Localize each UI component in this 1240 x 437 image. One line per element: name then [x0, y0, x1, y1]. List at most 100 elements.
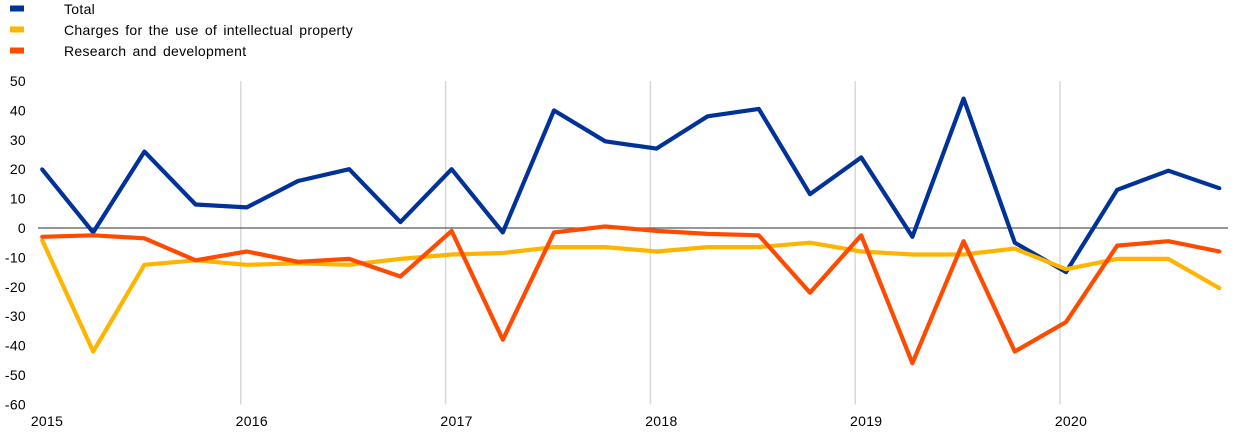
data-point-research-and-development — [398, 274, 403, 279]
data-point-charges-for-the-use-of-intellectual-property — [501, 251, 505, 255]
data-point-research-and-development — [91, 233, 95, 238]
y-tick-label-minus-40: -40 — [5, 338, 26, 354]
y-tick-label-minus-30: -30 — [5, 308, 26, 324]
y-tick-label-minus-60: -60 — [5, 396, 26, 412]
data-point-total — [40, 167, 44, 171]
series-line-total — [40, 96, 1221, 275]
data-point-charges-for-the-use-of-intellectual-property — [40, 238, 44, 242]
legend-label-charges-for-the-use-of-intellectual-property: Charges for the use of intellectual prop… — [64, 22, 353, 38]
data-point-charges-for-the-use-of-intellectual-property — [552, 245, 556, 249]
data-point-charges-for-the-use-of-intellectual-property — [347, 263, 352, 267]
data-point-research-and-development — [961, 239, 966, 243]
data-point-total — [193, 202, 198, 207]
gridlines — [240, 81, 1061, 405]
legend-item-total: Total — [10, 1, 95, 17]
y-tick-label-10: 10 — [10, 191, 26, 207]
data-point-charges-for-the-use-of-intellectual-property — [1217, 286, 1222, 291]
legend-label-research-and-development: Research and development — [64, 43, 246, 59]
data-point-research-and-development — [40, 235, 44, 239]
data-point-charges-for-the-use-of-intellectual-property — [808, 240, 812, 245]
y-tick-label-30: 30 — [10, 132, 26, 148]
data-point-charges-for-the-use-of-intellectual-property — [654, 249, 659, 254]
data-point-total — [449, 167, 454, 171]
data-point-charges-for-the-use-of-intellectual-property — [1166, 257, 1171, 261]
y-tick-label-40: 40 — [10, 102, 26, 118]
legend-label-total: Total — [64, 1, 95, 17]
y-tick-label-0: 0 — [18, 220, 26, 236]
x-tick-label-2016: 2016 — [236, 413, 268, 429]
data-point-research-and-development — [552, 230, 556, 235]
data-point-total — [654, 146, 659, 151]
y-axis: 50 40 30 20 10 0 -10 -20 -30 -40 -50 -60 — [5, 73, 1228, 412]
data-point-total — [705, 114, 710, 119]
plot-area — [40, 96, 1222, 366]
data-point-total — [552, 108, 556, 113]
data-point-total — [501, 230, 505, 235]
x-tick-label-2017: 2017 — [440, 413, 472, 429]
data-point-research-and-development — [757, 233, 761, 238]
data-point-research-and-development — [1166, 239, 1171, 243]
data-point-research-and-development — [193, 258, 198, 263]
series-total — [40, 96, 1222, 275]
y-tick-label-20: 20 — [10, 161, 26, 177]
x-tick-label-2019: 2019 — [850, 413, 882, 429]
x-tick-label-2020: 2020 — [1055, 413, 1087, 429]
data-point-charges-for-the-use-of-intellectual-property — [1064, 267, 1068, 272]
y-tick-label-minus-20: -20 — [5, 279, 26, 295]
data-point-research-and-development — [1217, 249, 1222, 254]
data-point-research-and-development — [347, 257, 352, 261]
data-point-research-and-development — [705, 232, 710, 236]
data-point-charges-for-the-use-of-intellectual-property — [245, 263, 249, 267]
y-tick-label-50: 50 — [10, 73, 26, 89]
data-point-research-and-development — [603, 224, 607, 229]
y-tick-label-minus-10: -10 — [5, 249, 26, 265]
data-point-charges-for-the-use-of-intellectual-property — [398, 257, 403, 261]
data-point-total — [1217, 186, 1222, 191]
data-point-charges-for-the-use-of-intellectual-property — [859, 249, 863, 254]
data-point-research-and-development — [910, 361, 915, 366]
series-line-research-and-development — [41, 224, 1221, 366]
data-point-charges-for-the-use-of-intellectual-property — [91, 349, 95, 354]
data-point-charges-for-the-use-of-intellectual-property — [142, 263, 147, 267]
data-point-total — [1166, 168, 1171, 173]
legend-item-research-and-development: Research and development — [10, 43, 246, 59]
x-axis: 2015 2016 2017 2018 2019 2020 — [31, 413, 1087, 429]
data-point-total — [603, 139, 607, 144]
data-point-charges-for-the-use-of-intellectual-property — [1115, 257, 1119, 261]
legend: Total Charges for the use of intellectual… — [10, 1, 353, 59]
data-point-total — [296, 179, 300, 183]
series-research-and-development — [40, 224, 1222, 366]
data-point-total — [757, 107, 761, 111]
data-point-total — [910, 235, 915, 239]
data-point-total — [347, 167, 352, 171]
legend-item-charges-for-the-use-of-intellectual-property: Charges for the use of intellectual prop… — [10, 22, 353, 38]
data-point-charges-for-the-use-of-intellectual-property — [1013, 246, 1017, 251]
data-point-total — [1064, 270, 1068, 274]
data-point-total — [808, 192, 812, 196]
y-tick-label-minus-50: -50 — [5, 367, 26, 383]
data-point-research-and-development — [501, 337, 505, 342]
data-point-research-and-development — [449, 229, 454, 233]
data-point-charges-for-the-use-of-intellectual-property — [449, 252, 454, 257]
data-point-research-and-development — [296, 260, 300, 264]
data-point-research-and-development — [859, 233, 863, 238]
data-point-research-and-development — [245, 249, 249, 254]
data-point-charges-for-the-use-of-intellectual-property — [961, 252, 966, 257]
data-point-total — [1115, 188, 1119, 192]
data-point-charges-for-the-use-of-intellectual-property — [705, 245, 710, 249]
data-point-research-and-development — [1115, 243, 1119, 248]
data-point-research-and-development — [654, 229, 659, 233]
x-tick-label-2018: 2018 — [645, 413, 677, 429]
series-line-charges-for-the-use-of-intellectual-property — [40, 238, 1221, 354]
data-point-charges-for-the-use-of-intellectual-property — [757, 245, 761, 249]
data-point-research-and-development — [142, 236, 147, 241]
data-point-research-and-development — [808, 290, 812, 295]
data-point-total — [859, 155, 863, 160]
data-point-research-and-development — [1013, 349, 1017, 354]
data-point-charges-for-the-use-of-intellectual-property — [603, 245, 607, 249]
data-point-total — [245, 205, 249, 210]
data-point-research-and-development — [1064, 320, 1068, 324]
x-tick-label-2015: 2015 — [31, 413, 63, 429]
data-point-total — [961, 96, 966, 101]
